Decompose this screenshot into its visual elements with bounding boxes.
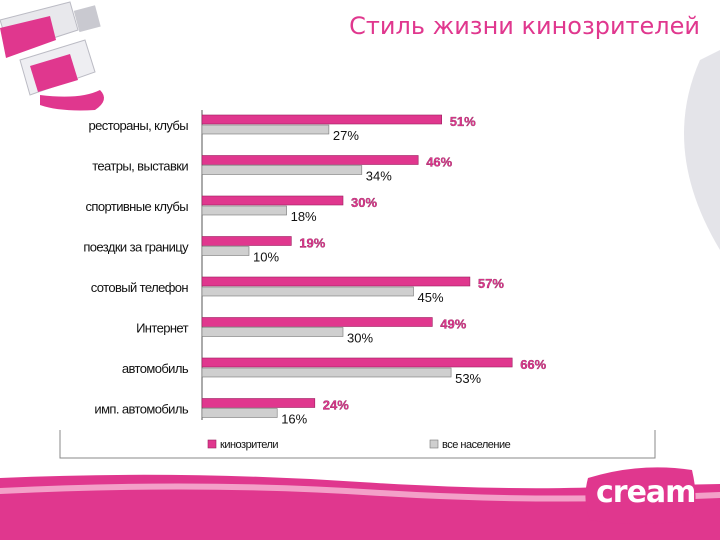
bar-kinozriteli — [201, 155, 419, 165]
bar-kinozriteli — [201, 357, 513, 368]
paint-tube-icon — [0, 1, 104, 111]
data-label-vse-naselenie: 34% — [366, 169, 392, 184]
category-label: поездки за границу — [83, 240, 189, 255]
category-label: имп. автомобиль — [94, 402, 188, 417]
data-label-kinozriteli: 24% — [323, 398, 349, 413]
category-label: Интернет — [136, 321, 189, 336]
bar-vse-naselenie — [201, 286, 414, 297]
cream-logo: cream — [596, 475, 696, 510]
bar-kinozriteli — [201, 236, 292, 246]
category-label: автомобиль — [122, 361, 189, 376]
data-label-vse-naselenie: 10% — [253, 250, 279, 265]
data-label-kinozriteli: 19% — [299, 236, 325, 251]
data-label-vse-naselenie: 18% — [291, 209, 317, 224]
data-label-kinozriteli: 66% — [520, 357, 546, 372]
category-label: театры, выставки — [92, 159, 188, 174]
logo-badge — [585, 467, 696, 524]
bar-vse-naselenie — [201, 367, 452, 378]
bar-vse-naselenie — [201, 124, 330, 135]
data-label-kinozriteli: 30% — [351, 195, 377, 210]
bar-kinozriteli — [201, 317, 433, 327]
category-label: сотовый телефон — [91, 280, 189, 295]
footer-wave-highlight — [0, 483, 720, 502]
data-label-kinozriteli: 51% — [450, 114, 476, 129]
data-label-vse-naselenie: 27% — [333, 128, 359, 143]
legend-swatch-vse-naselenie — [429, 439, 439, 449]
data-label-vse-naselenie: 30% — [347, 331, 373, 346]
footer-wave — [0, 474, 720, 540]
data-label-vse-naselenie: 16% — [281, 412, 307, 427]
bar-kinozriteli — [201, 398, 316, 408]
category-label: рестораны, клубы — [89, 118, 189, 133]
data-label-kinozriteli: 57% — [478, 276, 504, 291]
bar-kinozriteli — [201, 114, 442, 125]
data-label-kinozriteli: 49% — [440, 317, 466, 332]
bar-vse-naselenie — [201, 205, 287, 216]
bar-kinozriteli — [201, 276, 471, 287]
legend-frame — [59, 430, 656, 459]
bar-vse-naselenie — [201, 165, 363, 175]
bar-vse-naselenie — [201, 327, 344, 337]
data-label-vse-naselenie: 53% — [455, 371, 481, 386]
bar-vse-naselenie — [201, 246, 250, 256]
data-label-kinozriteli: 46% — [426, 155, 452, 170]
page-curl — [684, 50, 720, 250]
legend-label-vse-naselenie: все население — [442, 439, 511, 451]
bar-vse-naselenie — [201, 408, 278, 418]
chart-title: Стиль жизни кинозрителей — [349, 12, 700, 40]
legend-swatch-kinozriteli — [207, 439, 217, 449]
bar-kinozriteli — [201, 195, 344, 206]
legend-label-kinozriteli: кинозрители — [220, 439, 278, 451]
data-label-vse-naselenie: 45% — [418, 290, 444, 305]
category-label: спортивные клубы — [86, 199, 189, 214]
